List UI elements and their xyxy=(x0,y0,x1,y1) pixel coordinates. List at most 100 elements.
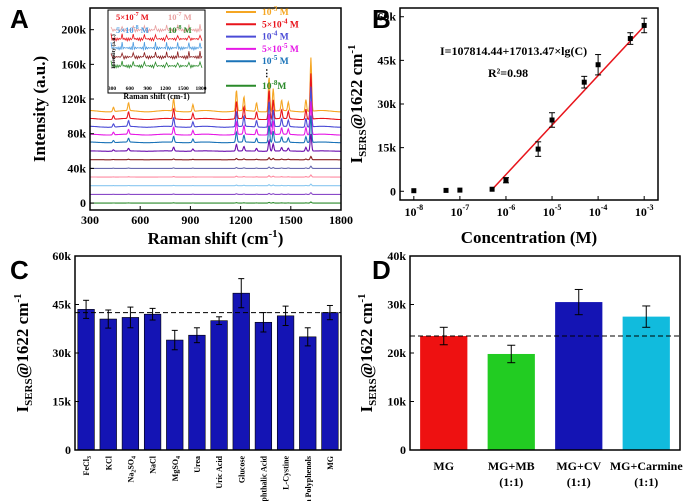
y-tick-label: 20k xyxy=(387,346,406,360)
inset-x-tick-label: 300 xyxy=(108,86,117,92)
x-tick-label: 10-5 xyxy=(543,203,562,219)
x-tick-label: 10-7 xyxy=(451,203,470,219)
category-label: MG xyxy=(433,459,454,473)
data-point xyxy=(595,62,601,68)
y-tick-label: 45k xyxy=(52,298,71,312)
x-tick-label: 10-4 xyxy=(589,203,608,219)
category-label: Uric Acid xyxy=(215,455,224,488)
panel-label-a: A xyxy=(10,4,29,34)
x-tick-label: 10-3 xyxy=(635,203,654,219)
category-label: MG+Carmine xyxy=(610,459,683,473)
spectrum-line-4 xyxy=(90,101,341,136)
inset-x-tick-label: 900 xyxy=(143,86,152,92)
inset-frame xyxy=(107,9,206,94)
category-label: Terephthalic Acid xyxy=(259,455,268,501)
category-label: Glucose xyxy=(237,456,246,484)
bar xyxy=(99,318,117,451)
y-tick-label: 80k xyxy=(67,127,86,141)
y-tick-label: 160k xyxy=(61,57,86,71)
inset-y-axis-label: Intensity (a.u.) xyxy=(110,34,117,69)
bar xyxy=(555,302,603,450)
inset-spectrum-line xyxy=(110,60,203,70)
legend-entry: 5×10-4 M xyxy=(262,17,299,30)
y-tick-label: 120k xyxy=(61,92,86,106)
category-label: FeCl3 xyxy=(82,456,93,475)
category-label: MgSO4 xyxy=(171,456,182,481)
spectrum-line-2 xyxy=(90,73,341,121)
spectrum-line-6 xyxy=(89,133,341,152)
inset-spectrum-line xyxy=(110,41,203,52)
legend-entry: 10-5 M xyxy=(262,54,289,67)
legend-entry: 10-4 M xyxy=(262,30,289,43)
legend-entry: 5×10-5 M xyxy=(262,42,299,55)
inset-legend-entry: 5×10-7 M xyxy=(116,12,149,22)
data-point xyxy=(627,36,633,42)
category-label: Tea Polyphenols xyxy=(304,456,313,501)
data-point xyxy=(581,79,587,85)
inset-spectrum-line xyxy=(110,51,203,61)
category-sublabel: (1:1) xyxy=(499,475,523,489)
data-point xyxy=(549,117,555,123)
category-label: MG+CV xyxy=(556,459,601,473)
category-sublabel: (1:1) xyxy=(567,475,591,489)
bar xyxy=(210,320,228,451)
data-point xyxy=(457,187,463,193)
bar xyxy=(232,292,250,451)
panel-label-c: C xyxy=(10,255,29,285)
bar xyxy=(166,339,184,451)
y-tick-label: 30k xyxy=(377,97,396,111)
legend-entry: 10-8M xyxy=(262,79,286,92)
bar xyxy=(276,315,295,451)
data-point xyxy=(503,177,509,183)
inset-legend-entry: 5×10-8 M xyxy=(116,25,149,35)
category-label: NaCl xyxy=(149,455,158,474)
spectrum-line-9 xyxy=(90,174,341,178)
x-tick-label: 1800 xyxy=(329,213,353,227)
category-label: Na2SO4 xyxy=(126,456,137,482)
y-tick-label: 0 xyxy=(65,443,71,457)
bar xyxy=(487,353,535,450)
x-tick-label: 10-6 xyxy=(497,203,516,219)
spectrum-line-8 xyxy=(90,165,341,169)
y-tick-label: 60k xyxy=(52,249,71,263)
legend-entry: 10-3 M xyxy=(262,5,289,18)
panel-c: C FeCl3 KCl Na2SO4 NaCl MgSO4 Urea Uric Acid Glu… xyxy=(10,249,342,501)
spectrum-line-3 xyxy=(90,86,341,128)
category-label: L-Cystine xyxy=(282,456,291,490)
y-tick-label: 0 xyxy=(390,184,396,198)
category-label: KCl xyxy=(104,455,113,470)
panel-label-b: B xyxy=(372,4,391,34)
plot-frame-a xyxy=(89,7,342,211)
x-tick-label: 10-8 xyxy=(404,203,423,219)
y-axis-label: ISERS@1622 cm-1 xyxy=(356,293,379,412)
spectrum-line-5 xyxy=(90,115,341,144)
inset-x-tick-label: 1500 xyxy=(178,86,189,92)
y-tick-label: 200k xyxy=(61,23,86,37)
r-squared: R²=0.98 xyxy=(488,66,528,80)
plot-frame-b xyxy=(399,7,659,201)
inset-x-axis-label: Raman shift (cm-1) xyxy=(123,92,190,101)
spectrum-line-1 xyxy=(89,57,341,113)
category-label: MG xyxy=(326,456,335,470)
panel-label-d: D xyxy=(372,255,391,285)
spectrum-line-12 xyxy=(90,201,341,204)
y-tick-label: 0 xyxy=(80,196,86,210)
category-label: Urea xyxy=(193,456,202,473)
inset-x-tick-label: 1200 xyxy=(160,86,171,92)
y-tick-label: 15k xyxy=(52,395,71,409)
x-tick-label: 1500 xyxy=(279,213,303,227)
x-tick-label: 900 xyxy=(181,213,199,227)
spectrum-line-7 xyxy=(90,155,341,161)
y-tick-label: 40k xyxy=(387,249,406,263)
bar xyxy=(188,334,206,451)
y-tick-label: 45k xyxy=(377,53,396,67)
y-tick-label: 30k xyxy=(52,346,71,360)
bar xyxy=(622,316,670,450)
y-axis-label: ISERS@1622 cm-1 xyxy=(346,44,369,163)
inset-spectrum-line xyxy=(110,33,203,43)
x-axis-label: Raman shift (cm-1) xyxy=(148,228,284,248)
x-tick-label: 600 xyxy=(131,213,149,227)
bar xyxy=(299,336,317,451)
x-axis-label: Concentration (M) xyxy=(461,228,597,247)
